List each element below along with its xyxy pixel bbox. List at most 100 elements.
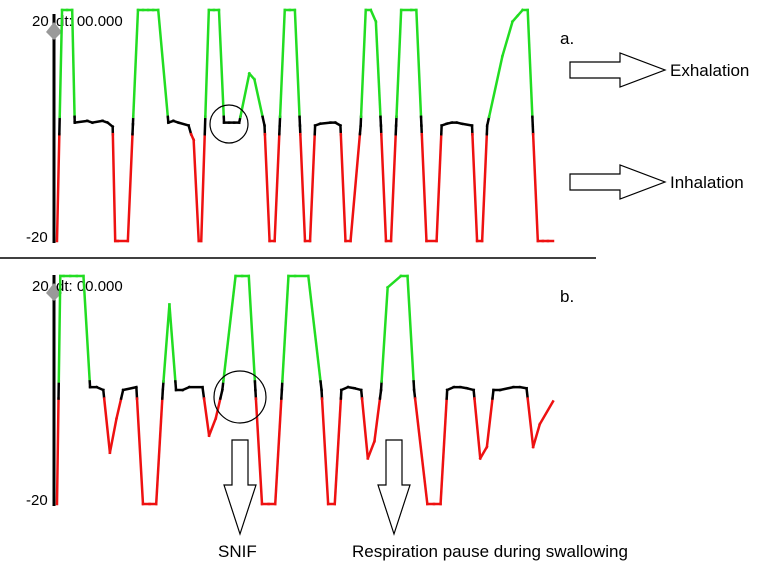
trace-segment bbox=[339, 132, 347, 243]
trace-segment bbox=[252, 77, 265, 119]
trace-segment bbox=[57, 274, 62, 383]
trace-segment bbox=[131, 8, 140, 119]
panel-b-ymin-label: -20 bbox=[26, 492, 48, 509]
inhalation-annotation: Inhalation bbox=[569, 164, 744, 200]
trace-segment bbox=[293, 8, 301, 119]
panel-b: 20 dt: 00.000 -20 b. bbox=[26, 274, 574, 509]
trace-segment bbox=[389, 132, 398, 243]
trace-segment bbox=[471, 132, 479, 243]
trace-segment bbox=[333, 397, 343, 506]
trace-segment bbox=[478, 445, 489, 461]
trace-segment bbox=[531, 132, 540, 243]
trace-segment bbox=[379, 380, 383, 392]
trace-segment bbox=[119, 388, 125, 401]
trace-segment bbox=[538, 399, 555, 426]
trace-segment bbox=[420, 132, 428, 243]
panel-b-highlight-circle bbox=[213, 370, 267, 424]
trace-segment bbox=[480, 132, 489, 243]
trace-segment bbox=[395, 8, 403, 119]
trace-segment bbox=[217, 8, 226, 119]
trace-segment bbox=[201, 385, 206, 400]
trace-segment bbox=[366, 439, 377, 461]
panel-b-ymax-label: 20 bbox=[32, 278, 49, 295]
trace-segment bbox=[261, 115, 266, 127]
trace-segment bbox=[221, 274, 237, 383]
trace-segment bbox=[359, 8, 368, 119]
trace-segment bbox=[278, 8, 287, 119]
trace-segment bbox=[406, 274, 415, 383]
trace-segment bbox=[320, 397, 330, 506]
trace-segment bbox=[319, 380, 323, 392]
trace-segment bbox=[360, 397, 370, 460]
trace-segment bbox=[473, 397, 482, 460]
trace-segment bbox=[485, 397, 494, 449]
trace-segment bbox=[412, 388, 417, 400]
trace-segment bbox=[531, 422, 542, 449]
snif-label: SNIF bbox=[218, 542, 257, 561]
trace-segment bbox=[369, 8, 378, 24]
panel-a: 20 dt: 00.000 -20 a. bbox=[26, 8, 574, 246]
panel-a-ymin-label: -20 bbox=[26, 229, 48, 246]
trace-segment bbox=[308, 132, 317, 243]
trace-segment bbox=[135, 397, 145, 506]
trace-segment bbox=[135, 385, 139, 400]
trace-segment bbox=[413, 397, 429, 506]
swallow-label: Respiration pause during swallowing bbox=[352, 542, 628, 561]
snif-arrow-icon bbox=[223, 439, 257, 536]
trace-segment bbox=[199, 132, 207, 243]
panel-a-marker-icon bbox=[46, 22, 62, 40]
trace-segment bbox=[168, 303, 177, 383]
snif-annotation: SNIF bbox=[218, 439, 257, 561]
trace-segment bbox=[359, 388, 364, 400]
trace-segment bbox=[202, 397, 211, 438]
trace-segment bbox=[415, 8, 423, 119]
trace-segment bbox=[70, 8, 76, 119]
panel-b-trace bbox=[55, 274, 555, 506]
panel-b-label: b. bbox=[560, 287, 574, 306]
trace-segment bbox=[500, 19, 515, 58]
trace-segment bbox=[73, 119, 89, 125]
trace-segment bbox=[102, 397, 112, 455]
trace-segment bbox=[378, 388, 383, 400]
inhalation-arrow-icon bbox=[569, 164, 667, 200]
panel-b-readout: dt: 00.000 bbox=[56, 278, 123, 295]
trace-segment bbox=[380, 286, 389, 383]
trace-segment bbox=[299, 132, 307, 243]
trace-segment bbox=[435, 132, 443, 243]
panel-a-label: a. bbox=[560, 29, 574, 48]
trace-segment bbox=[174, 380, 178, 392]
trace-segment bbox=[204, 8, 211, 119]
trace-segment bbox=[273, 132, 281, 243]
trace-segment bbox=[491, 388, 495, 400]
trace-segment bbox=[510, 14, 520, 24]
trace-segment bbox=[358, 124, 363, 136]
swallow-arrow-icon bbox=[377, 439, 411, 536]
panel-a-readout: dt: 00.000 bbox=[56, 13, 123, 30]
panel-a-highlight-circle bbox=[209, 104, 249, 144]
trace-segment bbox=[156, 8, 170, 119]
exhalation-annotation: Exhalation bbox=[569, 52, 749, 88]
trace-segment bbox=[101, 388, 106, 400]
exhalation-label: Exhalation bbox=[670, 61, 749, 80]
trace-segment bbox=[115, 397, 123, 421]
trace-segment bbox=[176, 121, 191, 128]
trace-segment bbox=[187, 123, 193, 136]
trace-segment bbox=[154, 397, 164, 506]
trace-segment bbox=[498, 385, 515, 392]
trace-segment bbox=[525, 386, 530, 400]
trace-segment bbox=[485, 115, 491, 127]
trace-segment bbox=[385, 274, 403, 290]
trace-segment bbox=[349, 132, 362, 243]
trace-segment bbox=[58, 8, 64, 119]
inhalation-label: Inhalation bbox=[670, 173, 744, 192]
trace-segment bbox=[220, 380, 225, 392]
trace-segment bbox=[90, 119, 104, 125]
trace-segment bbox=[281, 274, 290, 383]
swallow-annotation: Respiration pause during swallowing bbox=[352, 439, 628, 561]
trace-segment bbox=[111, 132, 117, 243]
panel-a-ymax-label: 20 bbox=[32, 13, 49, 30]
trace-segment bbox=[161, 380, 165, 392]
trace-segment bbox=[460, 122, 474, 127]
trace-segment bbox=[373, 397, 382, 443]
trace-segment bbox=[121, 385, 138, 392]
